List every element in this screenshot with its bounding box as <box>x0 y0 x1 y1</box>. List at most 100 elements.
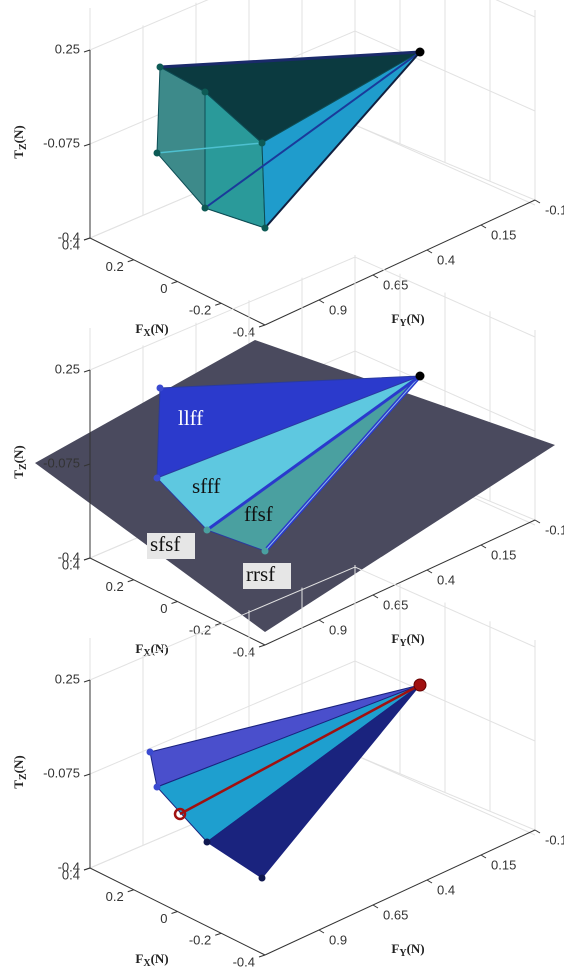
x-tick-label: 0 <box>160 601 167 616</box>
label-sub: X <box>143 958 151 969</box>
tick-mark <box>258 644 266 648</box>
z-tick-label: -0.075 <box>43 455 80 470</box>
label-unit: (N) <box>151 321 169 336</box>
y-tick-label: 0.15 <box>491 227 516 242</box>
z-tick-label: -0.4 <box>58 549 80 564</box>
tick-mark <box>127 259 134 263</box>
tick-mark <box>534 829 541 834</box>
x-tick-label: 0.2 <box>106 889 124 904</box>
annotation: sfff <box>192 474 220 498</box>
annotation: rrsf <box>246 562 275 586</box>
annotation: ffsf <box>244 502 273 526</box>
y-tick-label: 0.9 <box>329 622 347 637</box>
label-base: T <box>11 470 26 479</box>
zlabel-axis-label: TZ(N) <box>11 445 29 478</box>
label-unit: (N) <box>151 641 169 656</box>
label-sub: Y <box>399 948 407 959</box>
tick-mark <box>171 601 178 604</box>
label-base: T <box>11 150 26 159</box>
y-tick-label: 0.9 <box>329 932 347 947</box>
tick-mark <box>83 143 91 147</box>
x-tick-label: -0.2 <box>189 933 211 948</box>
ylabel-axis-label: FY(N) <box>391 941 424 959</box>
panel: 0.25-0.075-0.40.40.20-0.2-0.40.90.650.40… <box>11 565 564 969</box>
panel: 0.25-0.075-0.40.40.20-0.2-0.40.90.650.40… <box>11 0 564 339</box>
label-sub: Z <box>18 773 29 780</box>
ylabel-axis-label: FY(N) <box>391 631 424 649</box>
y-tick-label: 0.4 <box>437 882 455 897</box>
label-sub: Y <box>399 318 407 329</box>
z-tick-label: 0.25 <box>55 361 80 376</box>
label-unit: (N) <box>407 311 425 326</box>
zlabel-axis-label: TZ(N) <box>11 755 29 788</box>
tick-mark <box>258 324 266 328</box>
x-tick-label: 0.4 <box>62 237 80 252</box>
tick-mark <box>127 579 134 583</box>
axis-line <box>264 519 536 646</box>
x-tick-label: -0.4 <box>233 644 255 659</box>
x-tick-label: 0 <box>160 281 167 296</box>
ylabel-axis-label: FY(N) <box>391 311 424 329</box>
tick-mark <box>426 879 433 884</box>
label-sub: Z <box>18 463 29 470</box>
tick-mark <box>318 299 325 304</box>
annotation: llff <box>178 406 203 430</box>
tick-mark <box>480 224 487 229</box>
x-tick-label: -0.4 <box>233 954 255 969</box>
tick-mark <box>534 519 541 524</box>
tick-mark <box>83 49 91 53</box>
tick-mark <box>215 622 222 626</box>
label-unit: (N) <box>151 951 169 966</box>
label-box <box>147 533 195 559</box>
x-tick-label: 0.4 <box>62 867 80 882</box>
tick-mark <box>171 281 178 284</box>
z-tick-label: -0.075 <box>43 135 80 150</box>
tick-mark <box>83 557 91 561</box>
panel: llff sfff ffsf sfsf rrsf 0.25 -0.075 -0.4 0… <box>11 255 564 659</box>
tick-mark <box>215 932 222 936</box>
z-tick-label: 0.25 <box>55 41 80 56</box>
tick-mark <box>372 594 379 599</box>
y-tick-label: 0.4 <box>437 252 455 267</box>
tick-mark <box>258 954 266 958</box>
grid-line <box>89 256 536 371</box>
tick-mark <box>83 867 91 871</box>
tick-mark <box>171 911 178 914</box>
label-sub: Z <box>18 143 29 150</box>
y-tick-label: 0.15 <box>491 547 516 562</box>
axis-line <box>264 199 536 326</box>
y-tick-label: 0.65 <box>383 277 408 292</box>
tick-mark <box>318 619 325 624</box>
label-base: F <box>135 321 143 336</box>
tick-mark <box>372 904 379 909</box>
label-unit: (N) <box>11 755 26 773</box>
tick-mark <box>372 274 379 279</box>
label-unit: (N) <box>11 125 26 143</box>
y-tick-label: 0.65 <box>383 597 408 612</box>
tick-mark <box>215 302 222 306</box>
label-sub: X <box>143 328 151 339</box>
label-base: F <box>391 631 399 646</box>
label-unit: (N) <box>407 631 425 646</box>
label-base: F <box>391 311 399 326</box>
y-tick-label: 0.65 <box>383 907 408 922</box>
z-tick-label: -0.4 <box>58 859 80 874</box>
x-tick-label: 0.2 <box>106 259 124 274</box>
y-tick-label: 0.15 <box>491 857 516 872</box>
label-unit: (N) <box>407 941 425 956</box>
annotation: sfsf <box>150 532 180 556</box>
tick-mark <box>426 569 433 574</box>
y-tick-label: 0.9 <box>329 302 347 317</box>
tick-mark <box>127 889 134 893</box>
polytope <box>146 678 427 882</box>
x-tick-label: 0.2 <box>106 579 124 594</box>
tick-mark <box>83 369 91 373</box>
y-tick-label: 0.4 <box>437 572 455 587</box>
tick-mark <box>480 854 487 859</box>
axis-line <box>264 829 536 956</box>
z-tick-label: -0.4 <box>58 229 80 244</box>
tick-mark <box>426 249 433 254</box>
tick-mark <box>480 544 487 549</box>
label-sub: X <box>143 648 151 659</box>
tick-mark <box>83 463 91 467</box>
